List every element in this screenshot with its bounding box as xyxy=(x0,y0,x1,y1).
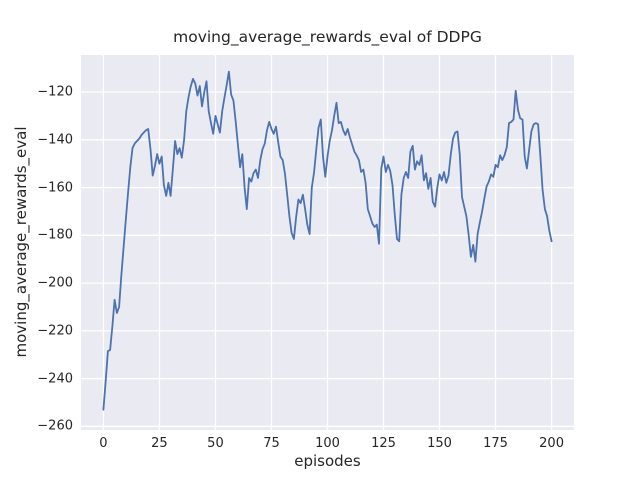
x-tick-label: 100 xyxy=(315,436,340,451)
x-tick-label: 50 xyxy=(207,436,224,451)
x-axis-label: episodes xyxy=(294,452,361,470)
y-tick-label: −140 xyxy=(37,132,73,148)
x-tick-label: 175 xyxy=(483,436,508,451)
x-tick-label: 0 xyxy=(99,436,108,451)
y-tick-label: −260 xyxy=(37,418,73,434)
x-tick-label: 200 xyxy=(539,436,564,451)
x-tick-label: 150 xyxy=(427,436,452,451)
series-line xyxy=(102,70,553,411)
y-tick-label: −200 xyxy=(37,275,73,291)
x-tick-label: 25 xyxy=(151,436,168,451)
y-axis-label: moving_average_rewards_eval xyxy=(12,126,30,358)
y-tick-label: −220 xyxy=(37,323,73,339)
y-tick-label: −160 xyxy=(37,180,73,196)
y-tick-label: −180 xyxy=(37,227,73,243)
x-tick-label: 75 xyxy=(263,436,280,451)
x-tick-label: 125 xyxy=(371,436,396,451)
chart-title: moving_average_rewards_eval of DDPG xyxy=(173,28,482,46)
y-tick-label: −240 xyxy=(37,371,73,387)
y-tick-label: −120 xyxy=(37,84,73,100)
